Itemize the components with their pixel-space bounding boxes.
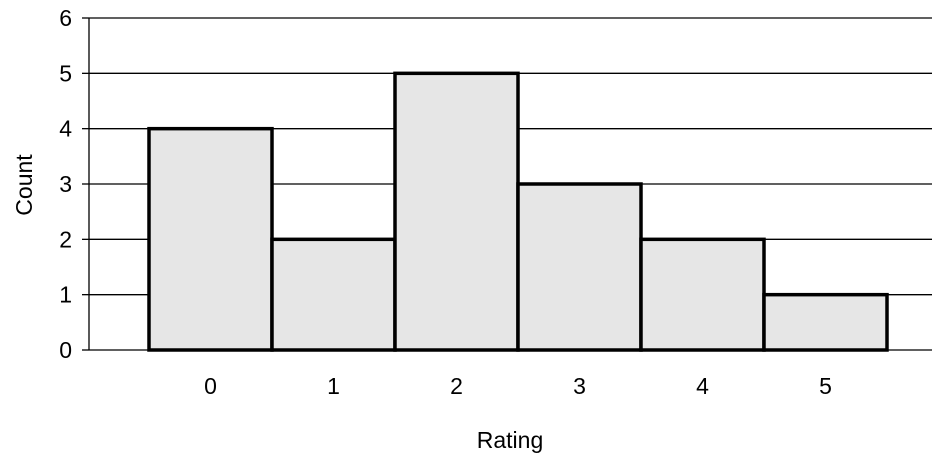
x-tick-label: 0 — [204, 373, 217, 399]
y-tick-label: 5 — [59, 60, 72, 86]
y-tick-labels: 0 1 2 3 4 5 6 — [59, 5, 72, 363]
bar-3 — [516, 182, 643, 352]
x-tick-label: 1 — [327, 373, 340, 399]
x-tick-labels: 0 1 2 3 4 5 — [204, 373, 832, 399]
y-tick-label: 0 — [59, 337, 72, 363]
x-tick-label: 3 — [573, 373, 586, 399]
y-tick-label: 2 — [59, 226, 72, 252]
bar-4 — [639, 237, 766, 352]
x-tick-label: 5 — [819, 373, 832, 399]
bar-1 — [270, 237, 397, 352]
axes — [82, 17, 932, 351]
y-tick-label: 1 — [59, 282, 72, 308]
bar-0 — [147, 126, 274, 352]
y-tick-label: 6 — [59, 5, 72, 31]
x-tick-label: 2 — [450, 373, 463, 399]
bar-2 — [393, 71, 520, 352]
y-tick-label: 4 — [59, 116, 72, 142]
y-tick-label: 3 — [59, 171, 72, 197]
x-axis-title: Rating — [477, 427, 543, 453]
x-tick-label: 4 — [696, 373, 709, 399]
bar-5 — [762, 292, 889, 352]
y-axis-title: Count — [11, 154, 37, 216]
bars — [147, 71, 889, 352]
